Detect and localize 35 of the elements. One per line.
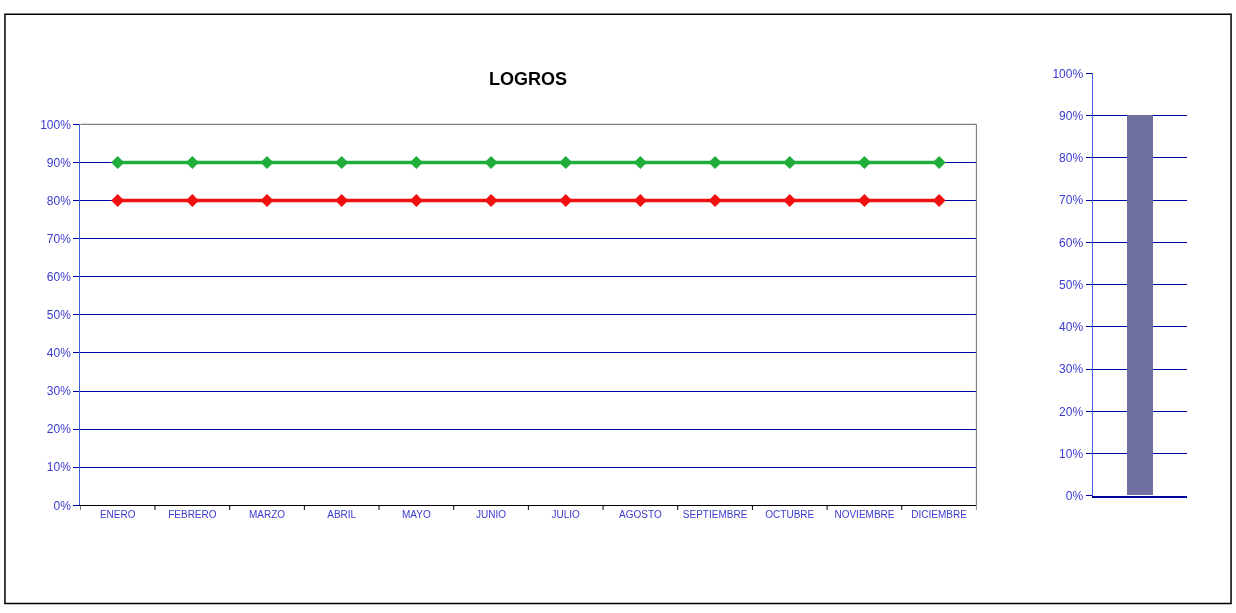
y-tick-label: 40% [46, 346, 72, 361]
y-tick-label: 30% [1059, 362, 1084, 377]
x-tick-label: JUNIO [476, 509, 507, 521]
y-tick-label: 80% [46, 193, 72, 208]
y-tick-label: 0% [53, 498, 72, 513]
y-tick-label: 60% [46, 269, 72, 284]
x-tick-label: MARZO [248, 509, 286, 521]
y-tick-label: 10% [1059, 446, 1084, 461]
y-tick-label: 50% [46, 308, 72, 323]
y-tick-label: 0% [1065, 488, 1084, 503]
y-tick-label: 50% [1059, 277, 1084, 292]
chart-title: LOGROS [489, 69, 568, 89]
x-tick-label: AGOSTO [619, 509, 662, 521]
y-tick-label: 70% [1059, 193, 1084, 208]
x-tick-label: FEBRERO [168, 509, 217, 521]
x-tick-label: NOVIEMBRE [834, 509, 895, 521]
x-tick-label: OCTUBRE [765, 509, 815, 521]
y-tick-label: 40% [1059, 320, 1084, 335]
x-tick-label: ABRIL [327, 509, 357, 521]
x-tick-label: DICIEMBRE [911, 509, 968, 521]
x-tick-label: SEPTIEMBRE [682, 509, 748, 521]
y-tick-label: 20% [1059, 404, 1084, 419]
y-tick-label: 100% [1052, 66, 1084, 81]
y-tick-label: 60% [1059, 235, 1084, 250]
y-tick-label: 100% [40, 117, 72, 132]
y-tick-label: 20% [46, 422, 72, 437]
x-tick-label: ENERO [99, 509, 136, 521]
y-tick-label: 70% [46, 231, 72, 246]
y-tick-label: 80% [1059, 151, 1084, 166]
y-tick-label: 10% [46, 460, 72, 475]
y-tick-label: 90% [1059, 108, 1084, 123]
x-tick-label: JULIO [551, 509, 581, 521]
y-tick-label: 30% [46, 384, 72, 399]
y-tick-label: 90% [46, 155, 72, 170]
x-tick-label: MAYO [402, 509, 431, 521]
